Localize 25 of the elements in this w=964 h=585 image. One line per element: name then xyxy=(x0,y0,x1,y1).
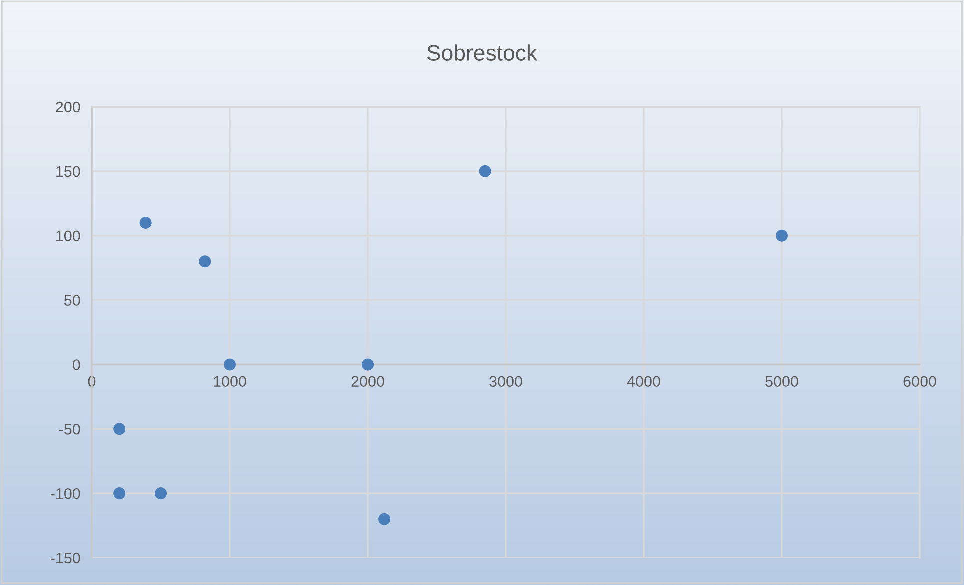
y-tick-label: 100 xyxy=(56,230,80,242)
x-tick-label: 4000 xyxy=(627,376,660,388)
x-tick-label: 2000 xyxy=(352,376,384,388)
y-tick-label: -50 xyxy=(59,424,80,435)
x-tick-label: 1000 xyxy=(214,376,246,388)
point xyxy=(199,256,212,268)
y-tick-label: -150 xyxy=(50,552,80,564)
chart-title: Sobrestock xyxy=(427,44,538,61)
x-tick-label: 5000 xyxy=(766,376,798,388)
y-tick-label: 0 xyxy=(72,360,80,370)
y-tick-label: -100 xyxy=(50,488,80,500)
y-tick-label: 200 xyxy=(56,102,80,113)
point xyxy=(479,165,492,178)
y-tick-label: 50 xyxy=(64,295,80,306)
point xyxy=(224,358,236,371)
point xyxy=(140,216,152,229)
y-tick-label: 150 xyxy=(56,166,80,178)
point xyxy=(776,230,788,242)
point xyxy=(362,358,374,371)
point xyxy=(378,513,391,526)
x-tick-label: 3000 xyxy=(490,376,522,388)
point xyxy=(114,488,126,500)
x-tick-label: 6000 xyxy=(904,376,936,388)
point xyxy=(154,488,168,500)
point xyxy=(114,423,126,436)
